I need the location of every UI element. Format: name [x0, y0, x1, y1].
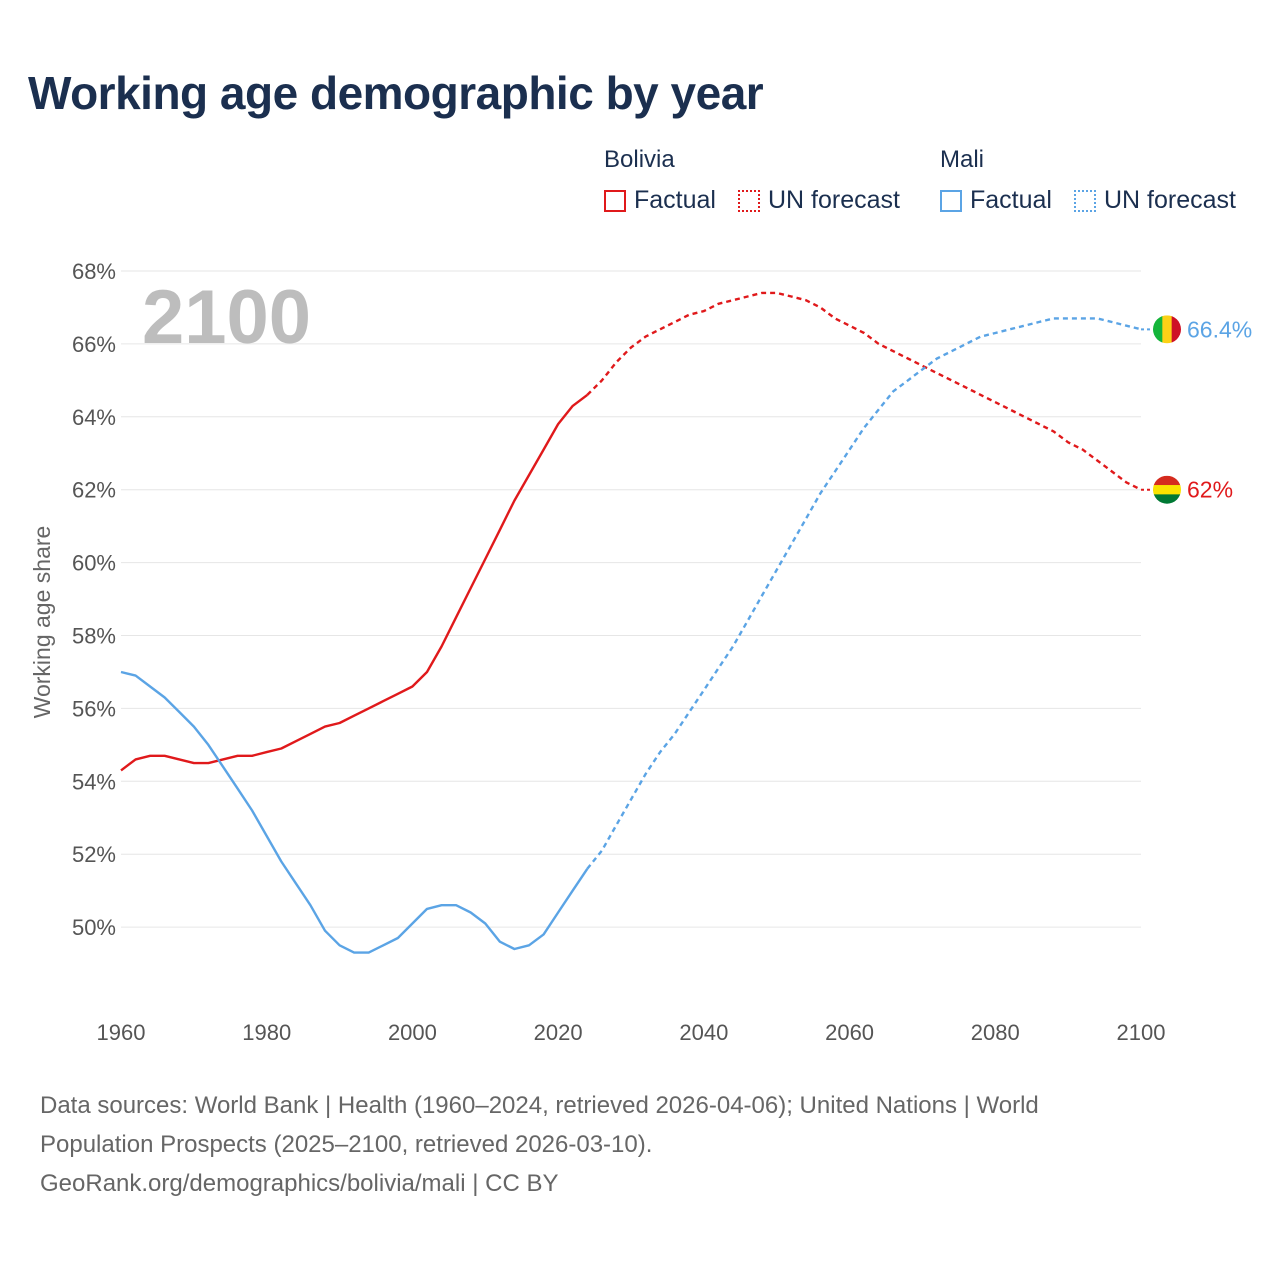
flag-stripe	[1153, 315, 1163, 344]
legend-item-mali-factual[interactable]: Factual	[940, 186, 1052, 215]
flag-stripe	[1171, 315, 1181, 344]
legend-item-mali-forecast[interactable]: UN forecast	[1074, 186, 1236, 215]
legend-group-mali: Mali	[940, 146, 985, 173]
flag-stripe	[1162, 315, 1173, 344]
y-tick-label: 60%	[72, 551, 116, 576]
legend-label: Factual	[634, 186, 716, 214]
grid-lines	[121, 270, 1141, 928]
flag-stripe	[1153, 485, 1181, 495]
y-axis: 50% 52% 54% 56% 58% 60% 62% 64% 66% 68%	[72, 259, 116, 940]
legend-label: UN forecast	[1104, 186, 1236, 214]
x-tick-label: 2020	[534, 1020, 583, 1045]
legend-group-bolivia: Bolivia	[604, 146, 675, 173]
y-tick-label: 50%	[72, 915, 116, 940]
footer-sources-line2: Population Prospects (2025–2100, retriev…	[40, 1131, 653, 1158]
y-tick-label: 66%	[72, 332, 116, 357]
legend-swatch-solid	[604, 189, 626, 212]
footer: Data sources: World Bank | Health (1960–…	[40, 1086, 1240, 1203]
legend-swatch-dotted	[1074, 189, 1096, 212]
series-mali-factual	[120, 670, 589, 954]
y-tick-label: 58%	[72, 624, 116, 649]
legend-swatch-solid	[940, 189, 962, 212]
footer-attribution: GeoRank.org/demographics/bolivia/mali | …	[40, 1170, 559, 1197]
x-axis: 1960 1980 2000 2020 2040 2060 2080 2100	[97, 1020, 1166, 1045]
x-tick-label: 1960	[97, 1020, 146, 1045]
legend-item-bolivia-factual[interactable]: Factual	[604, 186, 716, 215]
x-tick-label: 2000	[388, 1020, 437, 1045]
end-markers: 62% 66.4%	[1141, 315, 1252, 504]
series-bolivia-forecast	[586, 291, 1142, 491]
x-tick-label: 2080	[971, 1020, 1020, 1045]
flag-stripe	[1153, 494, 1181, 504]
end-label-bolivia: 62%	[1187, 477, 1233, 503]
x-tick-label: 1980	[242, 1020, 291, 1045]
flag-stripe	[1153, 475, 1181, 486]
legend-label: UN forecast	[768, 186, 900, 214]
x-tick-label: 2100	[1117, 1020, 1166, 1045]
year-watermark: 2100	[142, 275, 311, 360]
flag-mali-icon	[1153, 315, 1181, 344]
series-lines	[120, 291, 1142, 954]
end-label-mali: 66.4%	[1187, 316, 1252, 342]
y-tick-label: 52%	[72, 842, 116, 867]
flag-bolivia-icon	[1153, 475, 1181, 504]
legend-swatch-dotted	[738, 189, 760, 212]
y-tick-label: 64%	[72, 405, 116, 430]
y-axis-label: Working age share	[29, 526, 55, 719]
x-tick-label: 2040	[679, 1020, 728, 1045]
y-tick-label: 68%	[72, 259, 116, 284]
legend-item-bolivia-forecast[interactable]: UN forecast	[738, 186, 900, 215]
footer-sources-line1: Data sources: World Bank | Health (1960–…	[40, 1092, 1039, 1119]
legend-label: Factual	[970, 186, 1052, 214]
series-mali-forecast	[586, 317, 1142, 870]
series-bolivia-factual	[120, 393, 589, 772]
y-tick-label: 56%	[72, 696, 116, 721]
y-tick-label: 54%	[72, 769, 116, 794]
x-tick-label: 2060	[825, 1020, 874, 1045]
y-tick-label: 62%	[72, 478, 116, 503]
line-chart: 50% 52% 54% 56% 58% 60% 62% 64% 66% 68% 1960 1980 2…	[29, 259, 1252, 1045]
chart-title: Working age demographic by year	[28, 67, 764, 119]
